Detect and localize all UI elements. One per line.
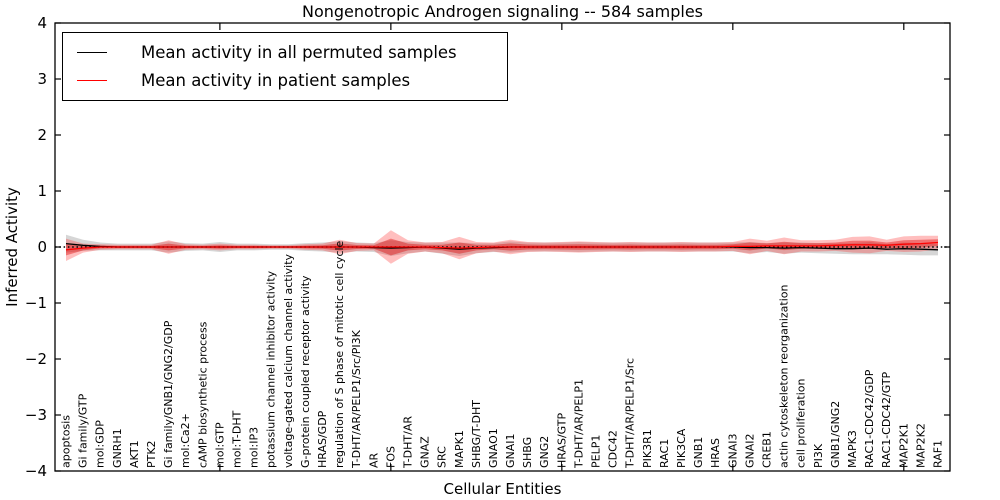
y-tick-label: −2 (25, 350, 47, 368)
x-category-label: RAC1 (658, 439, 671, 468)
x-category-label: PIK3R1 (641, 429, 654, 468)
legend: Mean activity in all permuted samples Me… (62, 32, 508, 101)
patient-line-swatch (77, 80, 107, 82)
y-tick-label: 3 (37, 70, 47, 88)
x-axis-label: Cellular Entities (443, 480, 562, 498)
x-category-label: GNAI3 (726, 433, 739, 468)
x-category-label: T-DHT/AR/PELP1/Src (624, 358, 637, 469)
x-category-label: RAC1-CDC42/GDP (863, 369, 876, 468)
x-category-label: CREB1 (761, 431, 774, 468)
x-category-label: GNB1/GNG2 (829, 401, 842, 468)
x-category-label: regulation of S phase of mitotic cell cy… (333, 240, 346, 468)
x-category-label: PI3K (812, 443, 825, 468)
x-category-label: mol:Ca2+ (179, 413, 192, 468)
x-category-label: SHBG/T-DHT (470, 400, 483, 468)
x-category-label: Gi family/GNB1/GNG2/GDP (162, 320, 175, 468)
legend-item-patient: Mean activity in patient samples (63, 71, 507, 90)
x-category-label: PIK3CA (675, 428, 688, 468)
x-category-label: RAF1 (932, 440, 945, 468)
x-category-label: HRAS (709, 438, 722, 468)
x-category-label: MAP2K1 (897, 423, 910, 468)
x-category-label: GNB1 (692, 437, 705, 468)
x-category-label: potassium channel inhibitor activity (265, 270, 278, 468)
y-tick-label: 2 (37, 126, 47, 144)
x-category-label: SHBG (521, 437, 534, 468)
x-category-label: GNG2 (538, 436, 551, 468)
legend-label-patient: Mean activity in patient samples (141, 71, 411, 91)
x-category-label: MAP2K2 (914, 423, 927, 468)
x-category-label: GNRH1 (111, 428, 124, 468)
x-category-label: apoptosis (60, 415, 73, 468)
legend-label-permuted: Mean activity in all permuted samples (141, 42, 457, 62)
x-category-label: PELP1 (590, 435, 603, 468)
x-category-label: voltage-gated calcium channel activity (282, 253, 295, 468)
x-category-label: GNAI2 (743, 433, 756, 468)
x-category-label: Gi family/GTP (77, 393, 90, 468)
y-tick-label: −4 (25, 462, 47, 480)
x-category-label: GNAI1 (504, 433, 517, 468)
y-tick-label: −1 (25, 294, 47, 312)
x-category-label: mol:IP3 (248, 427, 261, 468)
x-category-label: GNAZ (419, 436, 432, 468)
x-category-label: AR (367, 452, 380, 468)
x-category-label: T-DHT/AR (401, 416, 414, 469)
x-category-label: GNAO1 (487, 428, 500, 468)
y-tick-label: 4 (37, 14, 47, 32)
x-category-label: G-protein coupled receptor activity (299, 275, 312, 468)
x-category-label: PTK2 (145, 440, 158, 468)
legend-item-permuted: Mean activity in all permuted samples (63, 43, 507, 62)
x-category-label: SRC (436, 446, 449, 468)
y-tick-label: 1 (37, 182, 47, 200)
x-category-label: HRAS/GDP (316, 410, 329, 468)
x-category-label: MAPK3 (846, 430, 859, 468)
y-axis-label: Inferred Activity (3, 187, 21, 307)
x-category-label: T-DHT/AR/PELP1 (572, 379, 585, 469)
x-category-label: HRAS/GTP (555, 412, 568, 468)
x-category-label: mol:GDP (94, 420, 107, 468)
x-category-label: RAC1-CDC42/GTP (880, 371, 893, 468)
x-category-label: FOS (384, 446, 397, 468)
permuted-line-swatch (77, 51, 107, 53)
x-category-label: mol:GTP (213, 422, 226, 468)
chart-title: Nongenotropic Androgen signaling -- 584 … (301, 2, 703, 21)
x-category-label: actin cytoskeleton reorganization (778, 284, 791, 468)
patient-mean-line (65, 241, 939, 251)
x-category-label: MAPK1 (453, 430, 466, 468)
x-category-label: CDC42 (607, 430, 620, 468)
x-category-label: AKT1 (128, 440, 141, 468)
x-category-label: mol:T-DHT (230, 410, 243, 468)
y-tick-label: 0 (37, 238, 47, 256)
x-category-label: cell proliferation (795, 378, 808, 468)
permuted-samples-spread-band (66, 234, 938, 256)
x-category-label: T-DHT/AR/PELP1/Src/PI3K (350, 329, 363, 469)
x-category-label: cAMP biosynthetic process (196, 321, 209, 468)
y-tick-label: −3 (25, 406, 47, 424)
